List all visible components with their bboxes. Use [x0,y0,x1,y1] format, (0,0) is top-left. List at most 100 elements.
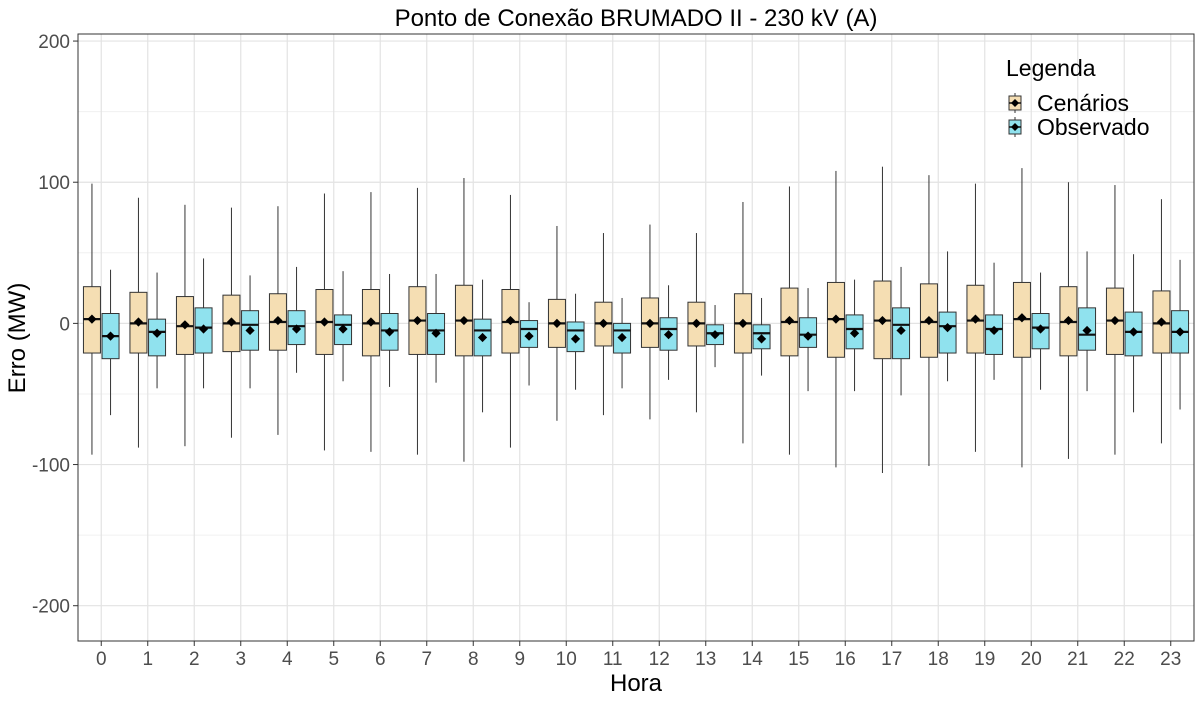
mean-marker [924,315,934,326]
box-cenarios-hora-1 [129,197,148,448]
mean-marker [384,327,395,337]
mean-marker [710,330,720,340]
box-observado-hora-0 [101,269,120,416]
x-tick-label: 8 [468,649,479,670]
x-tick-label: 20 [1021,649,1042,670]
x-tick-label: 19 [974,649,995,670]
y-tick-label: 200 [38,32,70,53]
box-observado-hora-10 [566,293,585,390]
mean-marker [319,317,330,327]
x-tick-label: 12 [649,649,670,670]
box-observado-hora-23 [1171,259,1190,410]
y-tick-label: 100 [38,173,70,194]
mean-marker [524,331,534,341]
box-observado-hora-5 [334,271,353,382]
box-cenarios-hora-6 [361,192,380,452]
y-axis-title: Erro (MW) [4,283,31,394]
box-observado-hora-14 [752,297,771,376]
mean-marker [1128,327,1139,337]
legend-key-mean-marker [1011,99,1019,107]
legend-label-cenarios: Cenários [1037,90,1129,116]
x-tick-label: 9 [514,649,525,670]
mean-marker [1035,324,1046,334]
mean-marker [1017,313,1027,323]
mean-marker [552,318,562,328]
mean-marker [970,314,981,324]
box-observado-hora-20 [1031,272,1050,390]
box-cenarios-hora-13 [687,233,706,413]
mean-marker [459,315,469,326]
mean-marker [849,328,860,338]
mean-marker [366,317,376,327]
box-observado-hora-17 [892,266,911,396]
box-observado-hora-6 [380,273,399,387]
y-tick-label: 0 [59,314,70,335]
box-cenarios-hora-0 [82,183,101,455]
box-layer [82,166,1190,474]
legend: Legenda Cenários Observado [1006,55,1150,140]
legend-key-observado [1008,117,1022,137]
mean-marker [877,315,888,326]
box-cenarios-hora-11 [594,233,613,416]
mean-marker [784,315,795,326]
box-observado-hora-13 [706,305,725,368]
x-tick-label: 3 [235,649,246,670]
box-observado-hora-2 [194,258,213,389]
mean-marker [1156,317,1167,327]
mean-marker [803,331,813,341]
mean-marker [273,315,283,326]
box-cenarios-hora-2 [175,204,194,447]
x-tick-label: 6 [375,649,386,670]
mean-marker [226,317,237,327]
x-tick-label: 23 [1160,649,1181,670]
box-observado-hora-19 [985,262,1004,380]
box-observado-hora-12 [659,285,678,380]
plot-panel-border [77,33,1195,642]
legend-title: Legenda [1006,55,1096,81]
mean-marker [477,332,488,343]
x-tick-label: 11 [603,649,623,670]
x-tick-label: 15 [788,649,809,670]
x-tick-label: 18 [928,649,949,670]
mean-marker [663,330,674,340]
mean-marker [691,318,702,328]
x-axis-title: Hora [610,670,663,697]
x-tick-label: 22 [1114,649,1135,670]
box-cenarios-hora-16 [826,170,845,468]
box-cenarios-hora-12 [640,224,659,420]
box-observado-hora-7 [427,273,446,383]
x-tick-label: 21 [1067,649,1088,670]
mean-marker [1082,325,1092,336]
box-cenarios-hora-22 [1105,185,1124,455]
mean-marker [505,315,516,326]
box-observado-hora-18 [938,251,957,382]
box-observado-hora-22 [1124,254,1143,413]
box-cenarios-hora-8 [454,177,473,462]
x-tick-label: 16 [835,649,856,670]
mean-marker [338,324,348,334]
x-tick-label: 4 [282,649,293,670]
box-cenarios-hora-4 [268,206,287,435]
mean-marker [1110,315,1120,326]
x-tick-label: 17 [881,649,902,670]
grid-layer [78,34,1194,641]
box-observado-hora-8 [473,279,492,413]
x-tick-label: 7 [421,649,432,670]
box-cenarios-hora-5 [315,193,334,451]
box-cenarios-hora-18 [919,175,938,466]
y-tick-label: -100 [32,456,70,477]
mean-marker [1063,315,1074,326]
mean-marker [831,314,841,324]
mean-marker [180,320,190,330]
y-tick-label: -200 [32,597,70,618]
box-observado-hora-15 [799,288,818,392]
x-tick-label: 0 [96,649,107,670]
box-observado-hora-11 [613,297,632,389]
mean-marker [412,315,423,326]
x-tick-label: 13 [695,649,716,670]
box-cenarios-hora-20 [1012,168,1031,468]
mean-marker [291,324,302,334]
